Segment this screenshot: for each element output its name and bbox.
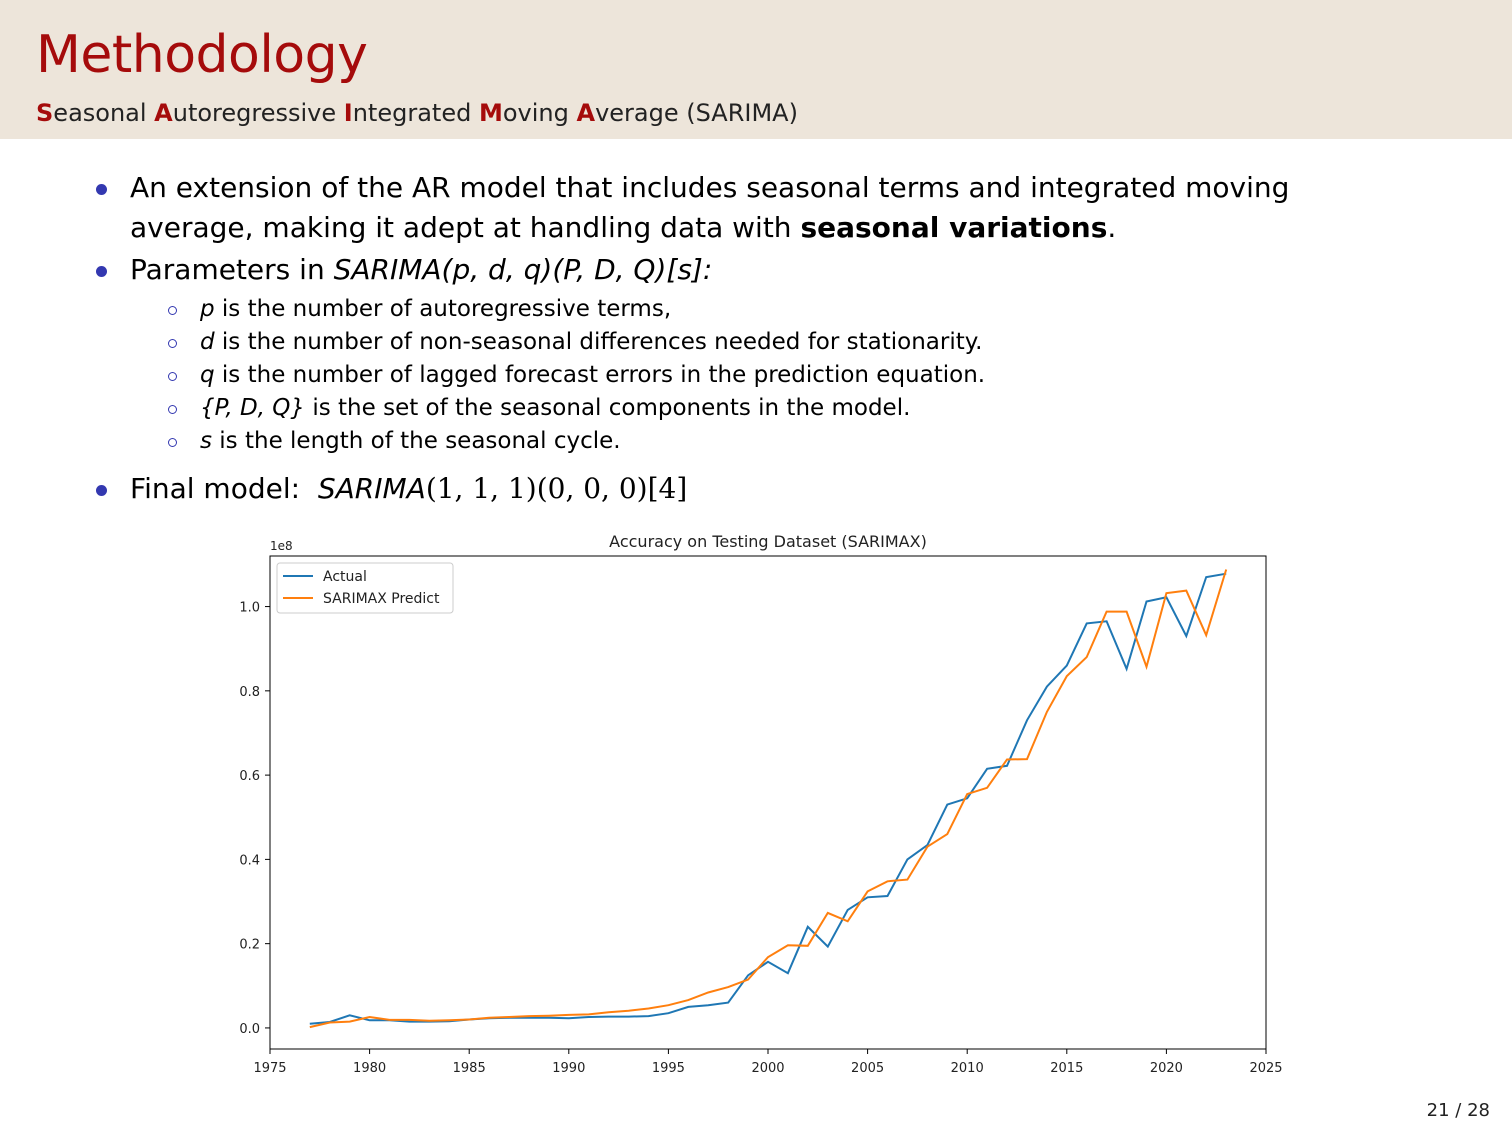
bullet-dot xyxy=(96,266,107,277)
y-tick-label: 0.4 xyxy=(239,853,260,868)
bullet-2-text: Parameters in xyxy=(130,253,334,286)
parameter-item: {P, D, Q} is the set of the seasonal com… xyxy=(200,392,910,425)
subtitle-word: ntegrated xyxy=(352,99,479,127)
plot-area xyxy=(269,555,1267,1050)
x-tick-label: 2025 xyxy=(1249,1061,1282,1076)
parameter-description: is the number of autoregressive terms, xyxy=(214,296,672,322)
parameter-item: q is the number of lagged forecast error… xyxy=(200,359,985,392)
bullet-1-period: . xyxy=(1107,211,1117,244)
parameter-item: d is the number of non-seasonal differen… xyxy=(200,326,982,359)
parameter-symbol: q xyxy=(200,362,215,388)
legend-label: Actual xyxy=(323,569,367,585)
bullet-3: Final model: SARIMA(1, 1, 1)(0, 0, 0)[4] xyxy=(130,469,687,509)
parameter-description: is the number of lagged forecast errors … xyxy=(214,362,986,388)
legend-box xyxy=(276,562,454,614)
bullet-2: Parameters in SARIMA(p, d, q)(P, D, Q)[s… xyxy=(130,250,712,290)
parameter-item: s is the length of the seasonal cycle. xyxy=(200,425,621,458)
parameter-description: is the number of non-seasonal difference… xyxy=(214,329,983,355)
slide-title: Methodology xyxy=(36,25,368,85)
y-tick-label: 0.8 xyxy=(239,685,260,700)
page-number: 21 / 28 xyxy=(1426,1100,1490,1121)
series-line-sarimax-predict xyxy=(309,569,1228,1029)
parameter-symbol: d xyxy=(200,329,215,355)
subtitle-word: verage (SARIMA) xyxy=(595,99,798,127)
subtitle-word: utoregressive xyxy=(172,99,344,127)
bullet-3-text: Final model: xyxy=(130,472,318,505)
bullet-2-formula: SARIMA(p, d, q)(P, D, Q)[s]: xyxy=(333,253,713,286)
subtitle-word: easonal xyxy=(53,99,155,127)
x-tick-label: 1990 xyxy=(552,1061,585,1076)
subtitle-initial: M xyxy=(478,99,503,127)
bullet-1-line-1: An extension of the AR model that includ… xyxy=(130,171,1290,204)
sub-bullet-circle xyxy=(168,405,177,414)
chart-title: Accuracy on Testing Dataset (SARIMAX) xyxy=(609,532,927,551)
sub-bullet-circle xyxy=(168,306,177,315)
y-scale-label: 1e8 xyxy=(270,539,293,553)
sub-bullet-circle xyxy=(168,372,177,381)
slide-header: Methodology Seasonal Autoregressive Inte… xyxy=(0,0,1512,139)
bullet-dot xyxy=(96,485,107,496)
parameter-description: is the length of the seasonal cycle. xyxy=(211,428,621,454)
parameter-item: p is the number of autoregressive terms, xyxy=(200,293,671,326)
bullet-3-formula-args: (1, 1, 1)(0, 0, 0)[4] xyxy=(425,472,688,505)
subtitle-initial: A xyxy=(576,99,596,127)
bullet-dot xyxy=(96,184,107,195)
x-tick-label: 1975 xyxy=(253,1061,286,1076)
y-tick-label: 0.0 xyxy=(239,1022,260,1037)
bullet-1-line-2: average, making it adept at handling dat… xyxy=(130,208,1116,248)
y-tick-label: 1.0 xyxy=(239,601,260,616)
x-tick-label: 2015 xyxy=(1050,1061,1083,1076)
series-line-actual xyxy=(309,572,1227,1025)
y-tick-label: 0.2 xyxy=(239,938,260,953)
x-tick-label: 2005 xyxy=(851,1061,884,1076)
subtitle-initial: A xyxy=(154,99,173,127)
bullet-3-formula-name: SARIMA xyxy=(317,472,426,505)
x-tick-label: 2020 xyxy=(1150,1061,1183,1076)
bullet-1-bold-text: seasonal variations xyxy=(800,211,1108,244)
parameter-description: is the set of the seasonal components in… xyxy=(305,395,911,421)
x-tick-label: 2010 xyxy=(951,1061,984,1076)
sub-bullet-circle xyxy=(168,339,177,348)
parameter-symbol: {P, D, Q} xyxy=(200,395,306,421)
x-tick-label: 1995 xyxy=(652,1061,685,1076)
sub-bullet-circle xyxy=(168,438,177,447)
parameter-symbol: p xyxy=(200,296,215,322)
parameter-symbol: s xyxy=(200,428,212,454)
bullet-1-text: average, making it adept at handling dat… xyxy=(130,211,801,244)
slide-subtitle: Seasonal Autoregressive Integrated Movin… xyxy=(36,96,798,130)
subtitle-initial: S xyxy=(36,99,54,127)
legend-label: SARIMAX Predict xyxy=(323,591,440,607)
x-tick-label: 1980 xyxy=(353,1061,386,1076)
x-tick-label: 2000 xyxy=(751,1061,784,1076)
x-tick-label: 1985 xyxy=(453,1061,486,1076)
subtitle-initial: I xyxy=(343,99,353,127)
y-tick-label: 0.6 xyxy=(239,769,260,784)
subtitle-word: oving xyxy=(502,99,577,127)
